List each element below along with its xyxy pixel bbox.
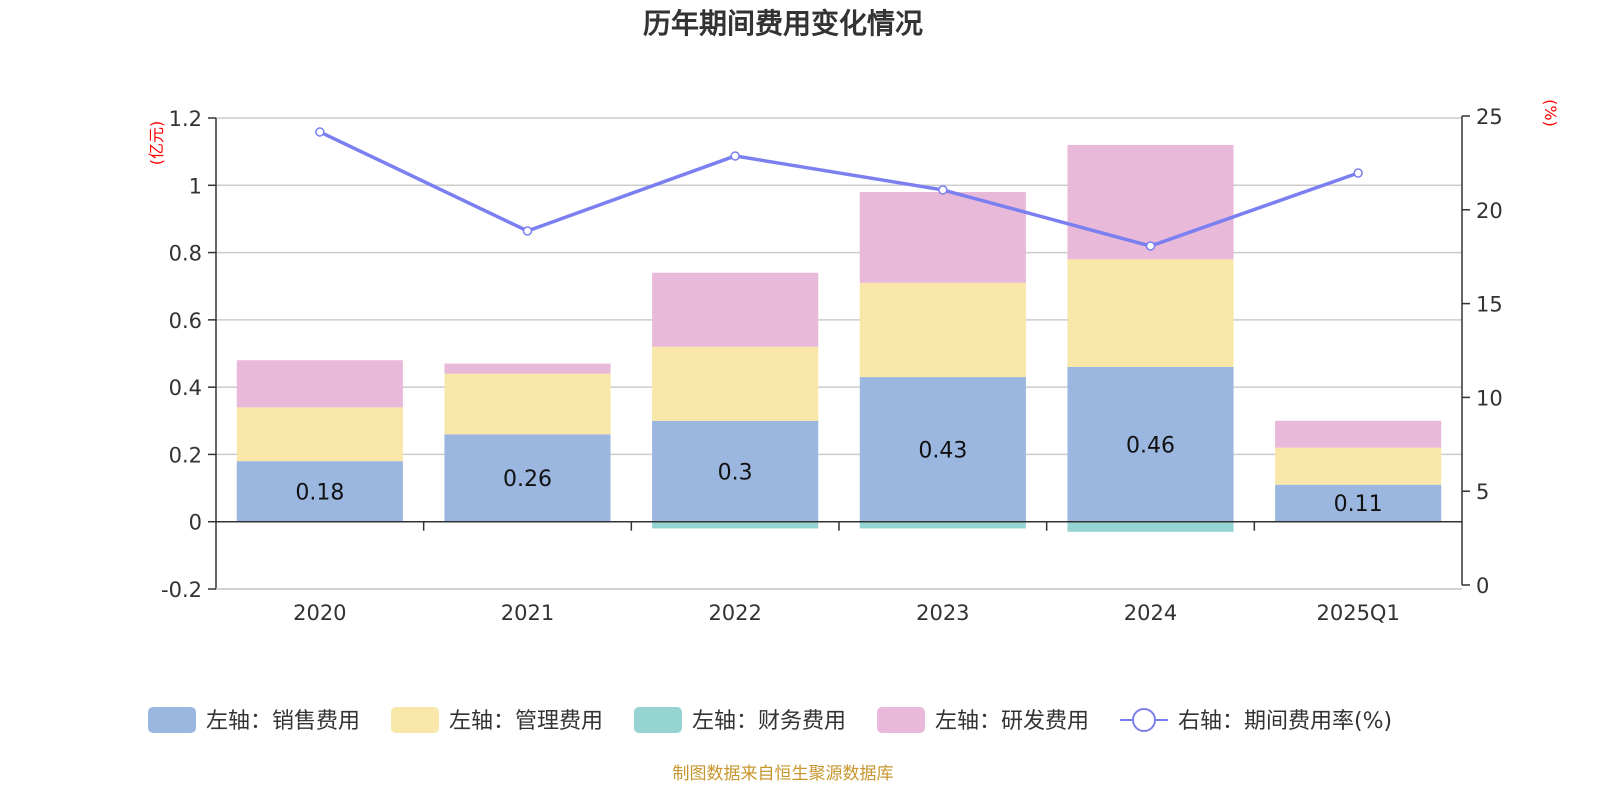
right-tick-label: 10 (1476, 386, 1503, 410)
legend-circle-icon (1132, 708, 1156, 732)
bar-segment (444, 373, 611, 435)
x-axis-ticks: 2020 2021 2022 2023 2024 2025Q1 (293, 521, 1400, 625)
right-axis-unit: (%) (1541, 99, 1560, 127)
legend-swatch (634, 707, 682, 733)
sales-data-label: 0.11 (1334, 492, 1383, 517)
bar-segment (1275, 420, 1442, 448)
rate-line (315, 127, 1363, 251)
left-axis-unit: (亿元) (147, 121, 166, 166)
rate-point (1353, 168, 1363, 178)
bar-segment (1067, 259, 1234, 367)
rate-point (1145, 241, 1156, 251)
legend-item[interactable]: 左轴：研发费用 (877, 707, 1089, 734)
left-tick-label: 1 (189, 174, 202, 198)
x-tick-label: 2021 (501, 601, 554, 625)
left-tick-label: 0 (189, 511, 202, 535)
right-tick-label: 5 (1476, 480, 1489, 504)
rate-point (730, 151, 740, 161)
bar-segment (444, 434, 611, 522)
gridlines (216, 117, 1462, 590)
bar-segment (236, 360, 403, 408)
bar-segment (1275, 484, 1442, 522)
sales-data-label: 0.26 (503, 467, 552, 492)
sales-data-label: 0.18 (295, 480, 344, 505)
right-tick-label: 0 (1476, 574, 1489, 598)
bar-segment (236, 407, 403, 462)
legend-swatch (391, 707, 439, 733)
bar-segment (859, 521, 1026, 529)
left-tick-label: 0.2 (169, 443, 202, 467)
bar-segment (1067, 366, 1234, 522)
legend-swatch (877, 707, 925, 733)
right-axis-ticks: 0 5 10 15 20 25 (1462, 105, 1503, 598)
x-tick-label: 2024 (1124, 601, 1177, 625)
left-tick-label: 0.4 (169, 376, 202, 400)
rate-point (522, 226, 533, 236)
bar-segment (652, 346, 819, 421)
left-tick-label: 1.2 (169, 107, 202, 131)
bar-segment (859, 377, 1026, 522)
bar-segment (859, 282, 1026, 378)
bar-segment (236, 461, 403, 522)
legend-swatch (148, 707, 196, 733)
left-tick-label: 0.6 (169, 309, 202, 333)
x-tick-label: 2023 (916, 601, 969, 625)
legend-label: 左轴：销售费用 (206, 709, 360, 734)
bar-segment (859, 192, 1026, 283)
x-tick-label: 2020 (293, 601, 346, 625)
bar-segment (652, 420, 819, 522)
legend-label: 右轴：期间费用率(%) (1178, 709, 1392, 734)
chart-title: 历年期间费用变化情况 (643, 7, 923, 40)
bar-segment (652, 521, 819, 529)
sales-data-label: 0.43 (918, 438, 967, 463)
bars (236, 144, 1442, 532)
legend-label: 左轴：财务费用 (692, 709, 846, 734)
left-tick-label: -0.2 (161, 578, 202, 602)
sales-data-label: 0.46 (1126, 433, 1175, 458)
legend-item[interactable]: 左轴：销售费用 (148, 707, 360, 734)
left-tick-label: 0.8 (169, 242, 202, 266)
legend-label: 左轴：研发费用 (935, 709, 1089, 734)
legend-label: 左轴：管理费用 (449, 709, 603, 734)
rate-line-path (319, 130, 1359, 248)
right-tick-label: 15 (1476, 293, 1503, 317)
bar-segment (1067, 521, 1234, 532)
bar-segment (444, 363, 611, 374)
data-labels: 0.18 0.26 0.3 0.43 0.46 0.11 (295, 433, 1382, 517)
x-tick-label: 2025Q1 (1316, 601, 1399, 625)
sales-data-label: 0.3 (718, 460, 753, 485)
bar-segment (652, 272, 819, 347)
bar-segment (1067, 144, 1234, 260)
left-axis-ticks: -0.2 0 0.2 0.4 0.6 0.8 1 1.2 (161, 107, 216, 602)
right-tick-label: 20 (1476, 199, 1503, 223)
legend-item[interactable]: 左轴：管理费用 (391, 707, 603, 734)
legend-item[interactable]: 右轴：期间费用率(%) (1120, 708, 1392, 734)
x-tick-label: 2022 (708, 601, 761, 625)
source-note: 制图数据来自恒生聚源数据库 (673, 764, 894, 784)
right-tick-label: 25 (1476, 105, 1503, 129)
legend: 左轴：销售费用 左轴：管理费用 左轴：财务费用 左轴：研发费用 右轴：期间费用率(%) (148, 707, 1392, 734)
rate-point (938, 185, 948, 195)
legend-item[interactable]: 左轴：财务费用 (634, 707, 846, 734)
bar-segment (1275, 447, 1442, 485)
rate-point (315, 127, 325, 137)
